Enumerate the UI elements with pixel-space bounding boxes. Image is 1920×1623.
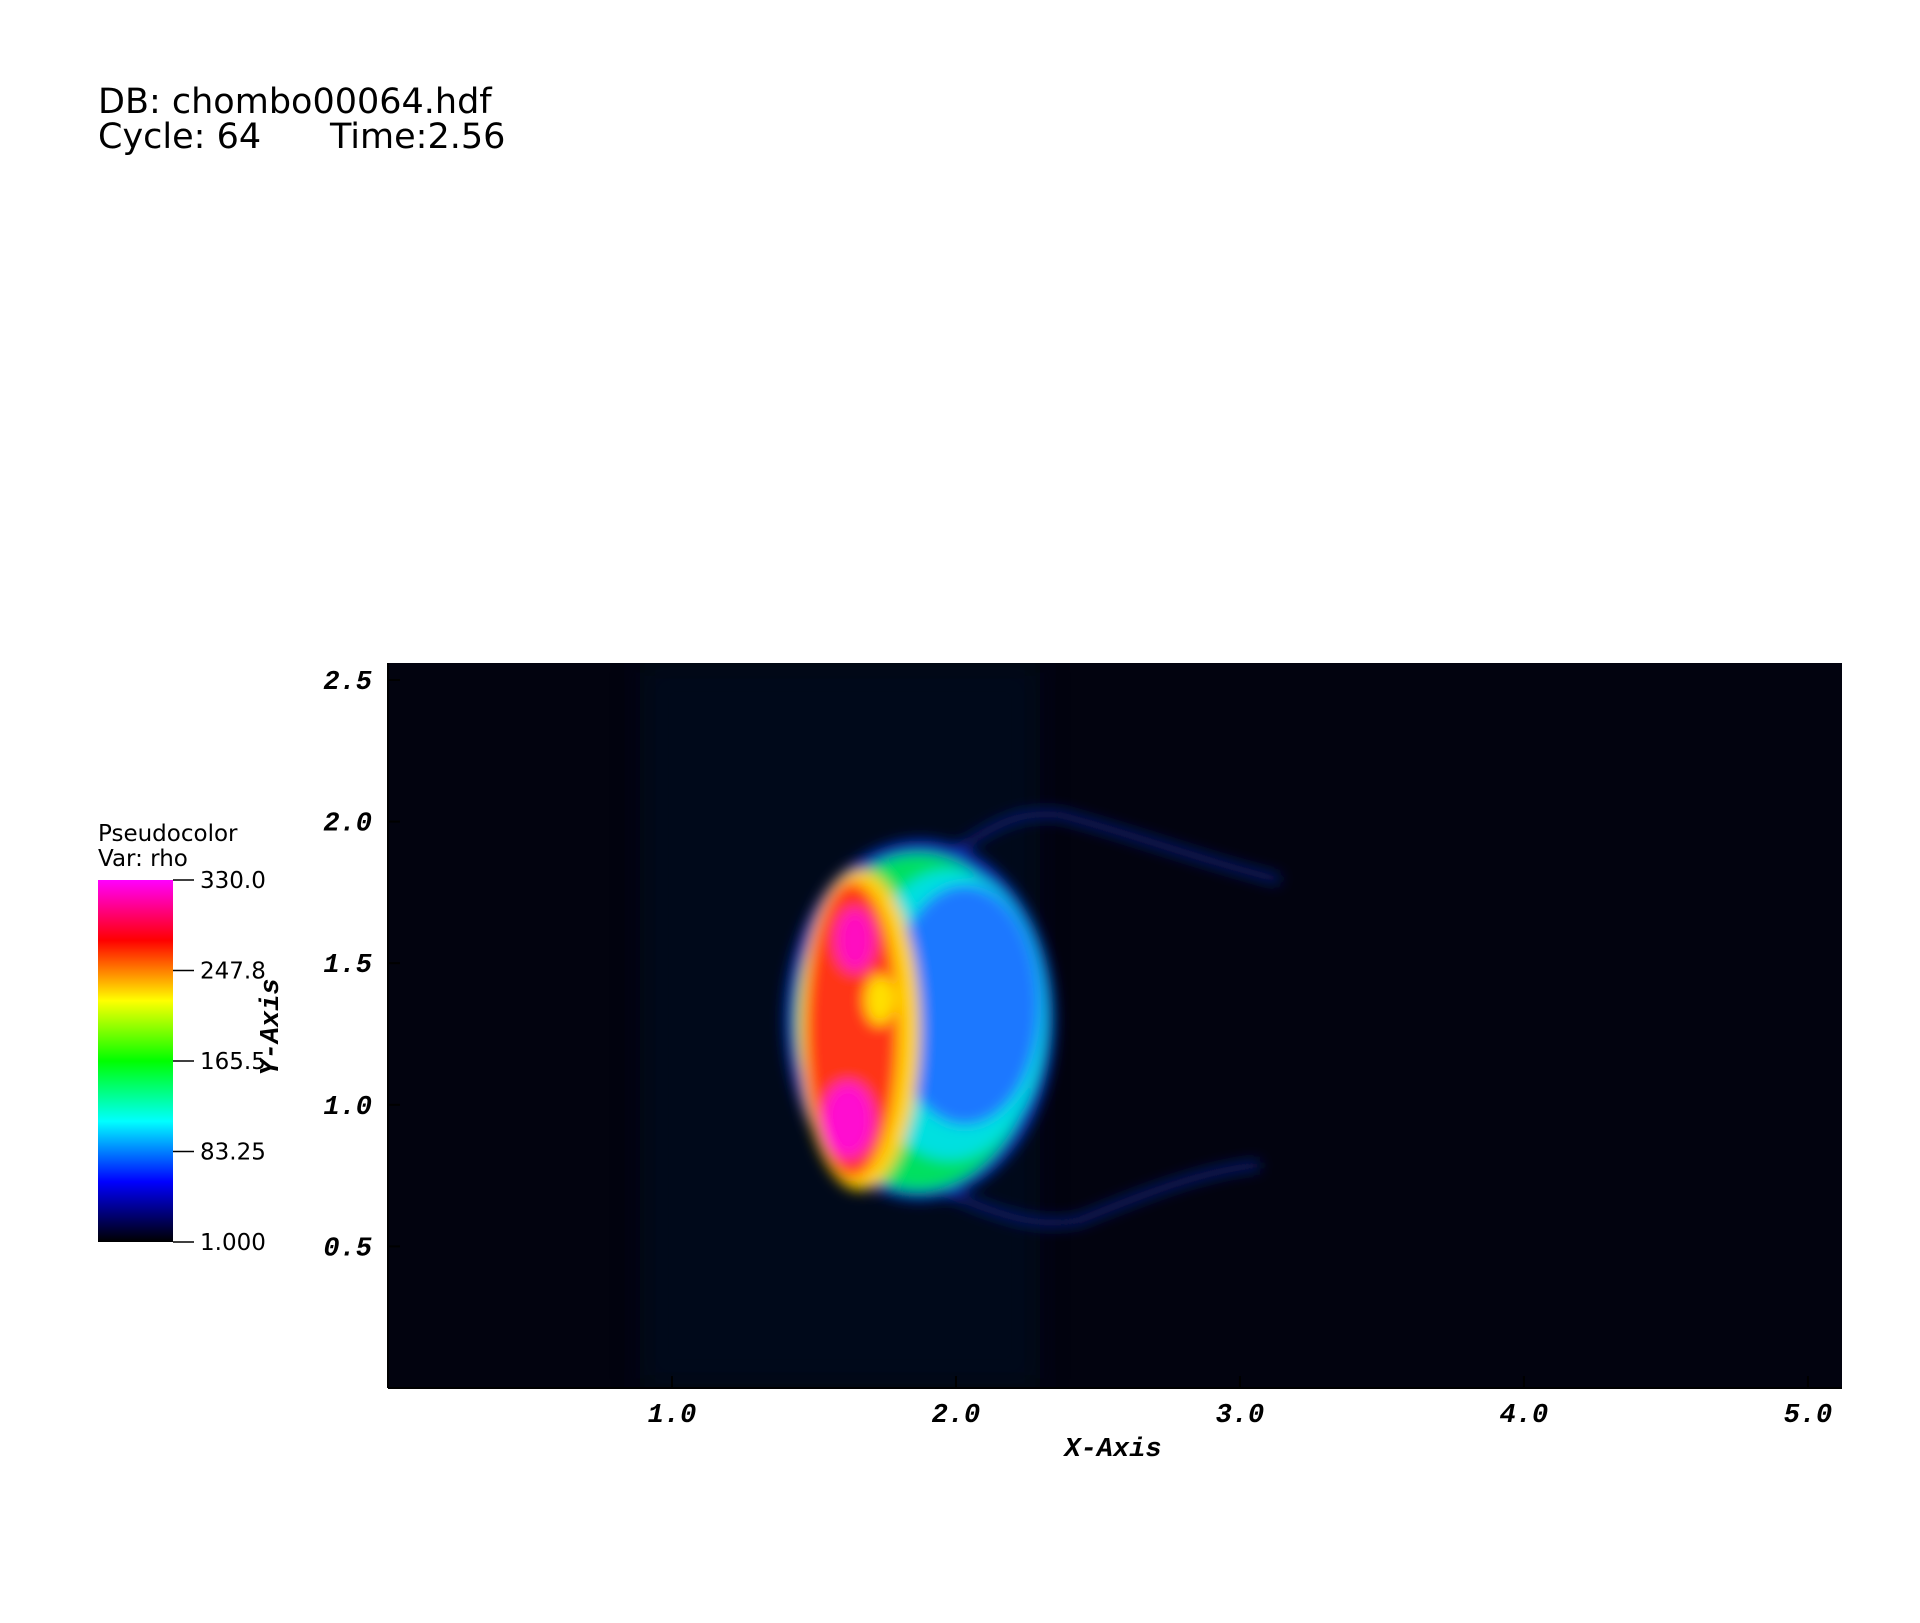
density-field (785, 809, 1282, 1228)
colorbar (98, 880, 173, 1242)
y-axis-title: Y-Axis (257, 978, 287, 1075)
x-axis-title: X-Axis (1062, 1435, 1161, 1465)
y-tick-label: 1.5 (323, 951, 372, 981)
x-tick-label: 4.0 (1500, 1401, 1549, 1431)
colorbar-tick-label: 83.25 (200, 1140, 266, 1166)
x-tick-label: 3.0 (1216, 1401, 1265, 1431)
plot-background (388, 663, 1842, 1388)
x-tick-label: 5.0 (1784, 1401, 1833, 1431)
plot-area (388, 663, 1842, 1388)
time-label: Time:2.56 (329, 117, 505, 157)
colorbar-tick-label: 165.5 (200, 1049, 266, 1075)
legend-variable: Var: rho (98, 846, 188, 872)
y-tick-label: 2.5 (323, 668, 372, 698)
database-label: DB: chombo00064.hdf (98, 82, 492, 122)
cycle-label: Cycle: 64 (98, 117, 261, 157)
y-tick-label: 2.0 (323, 810, 372, 840)
y-tick-label: 0.5 (323, 1234, 372, 1264)
colorbar-tick-label: 330.0 (200, 868, 266, 894)
x-tick-label: 2.0 (932, 1401, 981, 1431)
colorbar-tick-label: 247.8 (200, 958, 266, 984)
x-tick-label: 1.0 (648, 1401, 697, 1431)
legend-title: Pseudocolor (98, 821, 238, 847)
colorbar-tick-label: 1.000 (200, 1230, 266, 1256)
y-tick-label: 1.0 (323, 1093, 372, 1123)
